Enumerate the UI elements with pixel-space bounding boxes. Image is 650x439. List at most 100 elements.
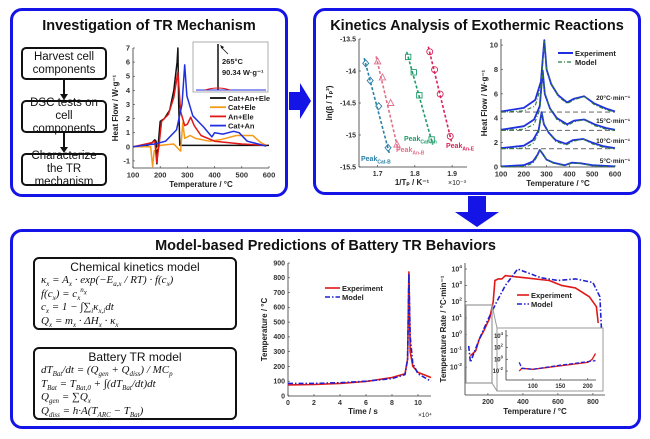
data-point: [373, 56, 382, 65]
legend-label: Cat+An+Ele: [228, 94, 270, 103]
temperature-rate-chart: 200 400 600 800 104 103 102 101 100 10-1 10-2 Exper…: [439, 263, 605, 416]
legend-label: Experiment: [531, 291, 572, 300]
x-tick-label: 8: [390, 400, 394, 407]
x-tick-label: 200: [482, 399, 494, 406]
zoom-connector: [491, 382, 498, 392]
x-tick-label: 600: [552, 399, 564, 406]
y-tick-label: -14: [346, 68, 356, 75]
x-tick-label: 400: [208, 171, 221, 180]
equation-concentration: cx = 1 − ∫∑iκx,idt: [41, 301, 114, 316]
y-tick-label: 4: [126, 86, 131, 95]
series-label: PeakAn-E: [446, 143, 475, 153]
experiment-curve: [500, 69, 616, 131]
peak-inset: 265°C 90.34 W·g⁻¹: [192, 41, 269, 93]
x-axis-label: Temperature / °C: [503, 407, 567, 416]
equation-heat-dissipation: Qdiss = h·A(TARC − TBat): [41, 404, 144, 419]
x-tick-label: 800: [587, 399, 599, 406]
y-tick-label: 102: [494, 343, 504, 352]
x-tick-label: 150: [555, 384, 566, 390]
y-tick-label: 800: [273, 275, 285, 282]
x-axis-label: Time / s: [348, 407, 378, 416]
y-tick-label: 100: [273, 379, 285, 386]
y-tick-label: 2: [126, 114, 130, 123]
equation-rate: κx = Ax · exp(−Ea,x / RT) · f(cx): [41, 274, 174, 289]
model-curve: [500, 71, 616, 131]
series-Model: [288, 272, 432, 385]
x-tick-label: 400: [517, 399, 529, 406]
y-tick-label: -13.5: [340, 36, 356, 43]
y-axis-label: ln(β / Tₚ²): [325, 85, 334, 120]
legend-label: Model: [575, 58, 597, 67]
y-tick-label: -14.5: [340, 100, 356, 107]
y-tick-label: 5: [126, 72, 130, 81]
equation-heat: Qx = mx · ΔHx · κx: [41, 314, 119, 329]
fit-line: [427, 46, 453, 142]
panel-title: Investigation of TR Mechanism: [42, 18, 256, 34]
y-tick-label: 103: [451, 280, 462, 290]
flow-arrow-icon: [60, 133, 68, 153]
x-tick-label: 1.7: [373, 171, 383, 178]
y-tick-label: 10-2: [493, 366, 504, 375]
x-tick-label: 0: [286, 400, 290, 407]
data-point: [428, 136, 435, 143]
equation-energy-balance: dTBat/dt = (Qgen + Qdiss) / MCp: [41, 364, 173, 379]
x-axis-label: 1/Tₚ / K⁻¹: [395, 178, 430, 187]
chemical-kinetics-model-box: Chemical kinetics model κx = Ax · exp(−E…: [33, 257, 237, 330]
inset-frame: [496, 327, 604, 392]
data-point: [410, 69, 417, 76]
equation-heat-generation: Qgen = ∑Qx: [41, 391, 91, 406]
equation-battery-temperature: TBat = TBat,0 + ∫(dTBat/dt)dt: [41, 377, 156, 392]
inset-frame: [192, 41, 269, 93]
y-tick-label: 1: [126, 128, 130, 137]
kissinger-chart: 1.7 1.8 1.9 -13.5 -14 -14.5 -15 -15.5 PeakCat-B P…: [325, 36, 475, 187]
arrow-down-icon: [455, 196, 499, 227]
x-tick-label: 200: [154, 171, 167, 180]
y-tick-label: 104: [451, 264, 462, 274]
y-tick-label: 0: [494, 163, 498, 172]
data-point: [366, 76, 374, 85]
zoom-inset: 100 150 200 104 102 100 10-2: [493, 327, 604, 392]
y-tick-label: 2: [494, 138, 498, 147]
heating-rate-label: 10°C·min⁻¹: [596, 137, 630, 145]
legend-label: Experiment: [575, 49, 616, 58]
arrow-right-icon: [289, 83, 311, 119]
data-point: [375, 102, 383, 111]
legend-label: Model: [342, 293, 364, 302]
heating-rate-label: 5°C·min⁻¹: [600, 157, 630, 165]
x-tick-label: 500: [236, 171, 249, 180]
box-title: Battery TR model: [88, 350, 182, 364]
legend-label: Cat+An: [228, 122, 255, 131]
y-tick-label: -15.5: [340, 164, 356, 171]
y-tick-label: 100: [494, 354, 504, 363]
y-tick-label: -1: [123, 156, 130, 165]
data-point: [416, 92, 423, 99]
x-tick-label: 2: [312, 400, 316, 407]
legend-label: Model: [531, 300, 553, 309]
x-tick-label: 500: [586, 170, 599, 179]
x-tick-label: 6: [364, 400, 368, 407]
step-dsc-tests: DSC tests on cell components: [21, 97, 107, 135]
inset-series-Model: [518, 359, 596, 370]
y-tick-label: 8: [494, 65, 498, 74]
y-tick-label: 104: [494, 331, 504, 340]
heating-rate-label: 15°C·min⁻¹: [596, 117, 630, 125]
step-harvest: Harvest cell components: [21, 47, 107, 80]
x-axis-label: Temperature / °C: [526, 179, 590, 188]
y-tick-label: 200: [273, 364, 285, 371]
x-tick-label: 200: [583, 384, 594, 390]
data-point: [436, 90, 444, 98]
x-tick-label: 400: [563, 170, 576, 179]
x-tick-label: 1.9: [447, 171, 457, 178]
y-tick-label: -15: [346, 132, 356, 139]
y-axis-label: Temperature Rate / °C·min⁻¹: [439, 275, 448, 382]
dsc-heating-rates-chart: 100 200 300 400 500 600 0 2 4 6 8 10 20°C·min⁻¹ 15°C·…: [480, 39, 630, 188]
y-tick-label: 100: [451, 329, 462, 339]
y-tick-label: 500: [273, 319, 285, 326]
y-tick-label: 10: [490, 41, 498, 50]
y-tick-label: 6: [494, 89, 498, 98]
legend-label: Cat+Ele: [228, 103, 256, 112]
y-axis-label: Heat Flow / W·g⁻¹: [111, 74, 120, 141]
y-tick-label: 300: [273, 349, 285, 356]
panel-model-predictions: Model-based Predictions of Battery TR Be…: [10, 229, 641, 429]
